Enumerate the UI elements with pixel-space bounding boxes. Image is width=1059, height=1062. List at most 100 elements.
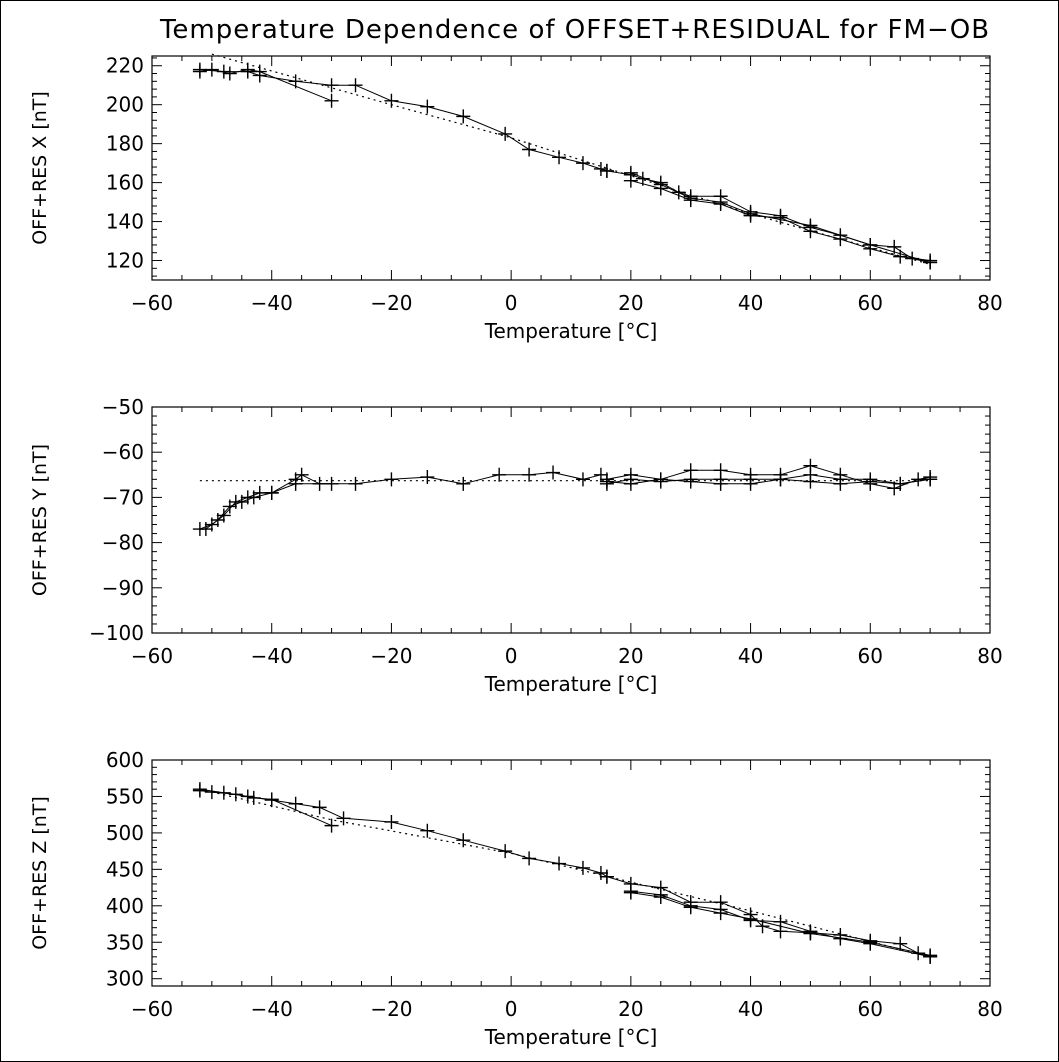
data-point-marker bbox=[192, 64, 207, 79]
chart-panels: −60 −40 −20 0 20 40 60 80120140160180200220Temp… bbox=[29, 53, 1003, 1049]
data-point-marker bbox=[575, 156, 590, 171]
x-tick-label: 40 bbox=[738, 644, 763, 668]
y-tick-label: 220 bbox=[106, 54, 144, 78]
x-axis-title-z: Temperature [°C] bbox=[484, 1025, 658, 1049]
data-point-marker bbox=[552, 150, 567, 165]
data-point-marker bbox=[833, 232, 848, 247]
data-point-marker bbox=[420, 99, 435, 114]
data-point-marker bbox=[348, 476, 363, 491]
panel-z: −60 −40 −20 0 20 40 60 80 300 350 400 450 500 550 600 T… bbox=[29, 748, 1003, 1049]
data-point-marker bbox=[222, 499, 237, 514]
data-point-marker bbox=[653, 890, 668, 905]
data-point-marker bbox=[713, 195, 728, 210]
data-point-marker bbox=[546, 465, 561, 480]
figure-title: Temperature Dependence of OFFSET+RESIDUA… bbox=[159, 15, 990, 45]
data-point-marker bbox=[198, 522, 213, 537]
data-point-marker bbox=[803, 926, 818, 941]
data-point-marker bbox=[420, 470, 435, 485]
x-tick-label: −40 bbox=[251, 291, 293, 315]
y-tick-label: 450 bbox=[106, 857, 144, 881]
data-point-marker bbox=[683, 474, 698, 489]
x-tick-label: 60 bbox=[858, 291, 883, 315]
y-tick-label: 120 bbox=[106, 249, 144, 273]
data-point-marker bbox=[222, 66, 237, 81]
data-point-marker bbox=[773, 472, 788, 487]
data-point-marker bbox=[803, 218, 818, 233]
y-tick-label: −50 bbox=[102, 395, 144, 419]
y-tick-label: 350 bbox=[106, 930, 144, 954]
y-tick-label: 600 bbox=[106, 748, 144, 772]
y-tick-label: 200 bbox=[106, 93, 144, 117]
data-point-marker bbox=[384, 93, 399, 108]
x-tick-label: 0 bbox=[505, 644, 518, 668]
data-point-marker bbox=[264, 792, 279, 807]
data-point-marker bbox=[204, 785, 219, 800]
y-tick-label: 160 bbox=[106, 171, 144, 195]
x-tick-label: 80 bbox=[977, 644, 1002, 668]
data-point-marker bbox=[192, 783, 207, 798]
data-point-marker bbox=[833, 476, 848, 491]
data-point-marker bbox=[599, 474, 614, 489]
data-point-marker bbox=[575, 860, 590, 875]
data-point-marker bbox=[420, 823, 435, 838]
x-tick-label: 80 bbox=[977, 291, 1002, 315]
data-point-marker bbox=[623, 885, 638, 900]
data-point-marker bbox=[743, 206, 758, 221]
x-tick-label: 20 bbox=[618, 291, 643, 315]
data-point-marker bbox=[623, 165, 638, 180]
data-point-marker bbox=[288, 796, 303, 811]
x-tick-label: −20 bbox=[370, 644, 412, 668]
x-tick-label: 60 bbox=[858, 644, 883, 668]
data-point-marker bbox=[522, 467, 537, 482]
data-point-marker bbox=[240, 62, 255, 77]
data-point-marker bbox=[713, 476, 728, 491]
x-axis-title-y: Temperature [°C] bbox=[484, 672, 658, 696]
data-point-marker bbox=[743, 476, 758, 491]
data-point-marker bbox=[210, 513, 225, 527]
data-point-marker bbox=[552, 856, 567, 871]
data-point-marker bbox=[522, 851, 537, 866]
data-point-marker bbox=[324, 93, 339, 108]
data-point-marker bbox=[683, 900, 698, 915]
data-point-marker bbox=[336, 811, 351, 826]
data-point-marker bbox=[653, 472, 668, 487]
x-tick-label: −60 bbox=[131, 997, 173, 1021]
data-point-marker bbox=[498, 844, 513, 859]
y-axis-title-z: OFF+RES Z [nT] bbox=[29, 796, 51, 950]
series-line-x-1 bbox=[199, 69, 608, 172]
data-point-marker bbox=[863, 474, 878, 489]
y-tick-label: −70 bbox=[102, 485, 144, 509]
data-point-marker bbox=[384, 814, 399, 829]
y-tick-label: −80 bbox=[102, 531, 144, 555]
data-point-marker bbox=[653, 177, 668, 192]
data-point-marker bbox=[456, 476, 471, 491]
x-tick-label: 80 bbox=[977, 997, 1002, 1021]
data-point-marker bbox=[492, 467, 507, 482]
data-point-marker bbox=[456, 833, 471, 848]
data-point-marker bbox=[599, 869, 614, 884]
data-point-marker bbox=[324, 476, 339, 491]
x-tick-label: 0 bbox=[505, 997, 518, 1021]
data-point-marker bbox=[575, 472, 590, 487]
data-point-marker bbox=[348, 78, 363, 93]
series-line-y-2 bbox=[205, 483, 332, 530]
y-tick-label: 180 bbox=[106, 132, 144, 156]
data-point-marker bbox=[522, 142, 537, 157]
data-point-marker bbox=[324, 818, 339, 833]
y-tick-label: 140 bbox=[106, 210, 144, 234]
data-point-marker bbox=[773, 210, 788, 225]
y-tick-label: 550 bbox=[106, 784, 144, 808]
data-point-marker bbox=[324, 78, 339, 93]
series-line-z-5 bbox=[630, 892, 931, 956]
x-tick-label: −40 bbox=[251, 997, 293, 1021]
data-point-marker bbox=[246, 490, 261, 505]
data-point-marker bbox=[204, 62, 219, 77]
x-tick-label: 40 bbox=[738, 997, 763, 1021]
y-tick-label: 500 bbox=[106, 821, 144, 845]
data-point-marker bbox=[498, 126, 513, 141]
data-point-marker bbox=[593, 161, 608, 176]
y-tick-label: −90 bbox=[102, 576, 144, 600]
series-line-x-5 bbox=[630, 172, 931, 263]
x-tick-label: 20 bbox=[618, 997, 643, 1021]
data-point-marker bbox=[294, 467, 309, 482]
